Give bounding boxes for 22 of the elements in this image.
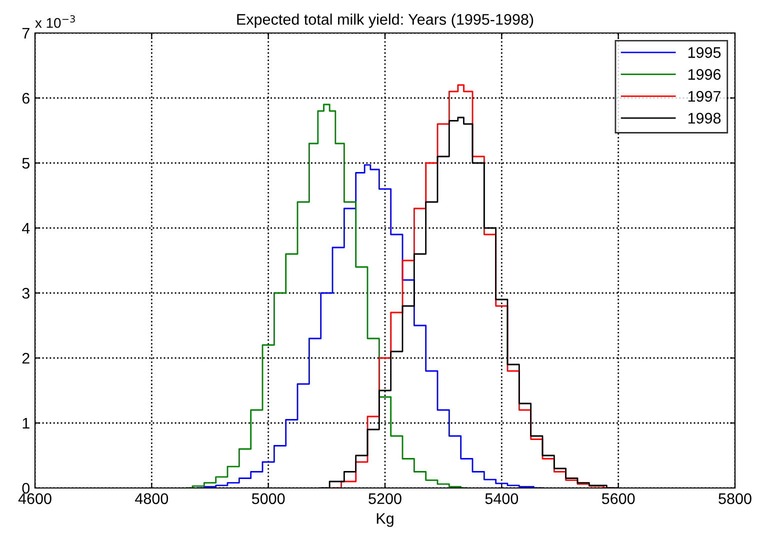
y-tick-label: 6 [22,92,30,104]
x-tick-label: 5000 [252,493,285,504]
y-tick-label: 0 [22,482,30,494]
x-tick-label: 4600 [18,493,52,504]
y-tick-label: 2 [22,352,30,364]
legend-label: 1996 [688,69,721,80]
x-axis-title: Kg [376,513,394,527]
legend-label: 1995 [688,47,721,58]
y-tick-label: 3 [22,288,30,299]
x-tick-label: 5400 [485,493,518,504]
x-tick-label: 5200 [368,493,402,504]
x-tick-label: 5800 [718,493,752,504]
y-tick-label: 5 [22,158,30,169]
x-tick-label: 4800 [135,493,168,504]
legend-label: 1997 [688,90,720,102]
y-tick-label: 1 [22,418,30,429]
text: x 10$^{−3}$ [35,15,75,28]
y-tick-label: 7 [22,28,30,39]
legend-label: 1998 [688,112,721,124]
chart-title: Expected total milk yield: Years (1995-1998) [237,14,534,28]
x-tick-label: 5600 [602,493,635,504]
y-tick-label: 4 [22,223,30,234]
